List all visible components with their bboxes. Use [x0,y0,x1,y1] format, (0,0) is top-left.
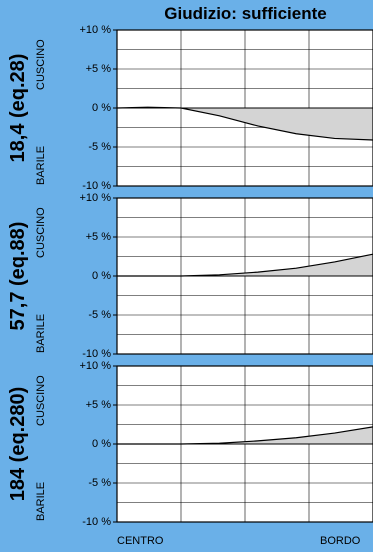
y-tick-label: +5 % [85,63,111,75]
deviation-curve [117,426,373,445]
panel-label: 184 (eq.280) [7,386,29,502]
chart-panel-1 [113,29,373,187]
y-tick-label: +5 % [85,399,111,411]
lower-side-label: BARILE [35,481,47,521]
deviation-curve [116,106,373,141]
y-tick-label: +5 % [85,231,111,243]
y-tick-label: -5 % [88,309,111,321]
y-tick-label: +10 % [79,24,112,36]
upper-side-label: CUSCINO [35,375,47,426]
x-label-end: BORDO [320,535,361,547]
y-tick-label: -10 % [82,348,111,360]
y-tick-label: 0 % [92,438,111,450]
deviation-curve [117,253,373,277]
lower-side-label: BARILE [35,313,47,353]
y-tick-label: +10 % [79,360,112,372]
y-tick-label: -5 % [88,141,111,153]
upper-side-label: CUSCINO [35,39,47,90]
y-tick-label: -5 % [88,477,111,489]
y-tick-label: 0 % [92,102,111,114]
y-tick-label: 0 % [92,270,111,282]
y-tick-label: -10 % [82,516,111,528]
x-label-start: CENTRO [117,535,164,547]
deviation-area [117,254,373,276]
y-tick-label: -10 % [82,180,111,192]
panel-label: 57,7 (eq.88) [7,221,29,331]
lower-side-label: BARILE [35,145,47,185]
y-tick-label: +10 % [79,192,112,204]
chart-panel-2 [113,197,373,355]
chart-panel-3 [113,365,373,523]
chart-title: Giudizio: sufficiente [164,4,327,23]
panel-label: 18,4 (eq.28) [7,53,29,163]
deviation-area [117,426,373,444]
upper-side-label: CUSCINO [35,207,47,258]
deviation-area [117,107,373,140]
